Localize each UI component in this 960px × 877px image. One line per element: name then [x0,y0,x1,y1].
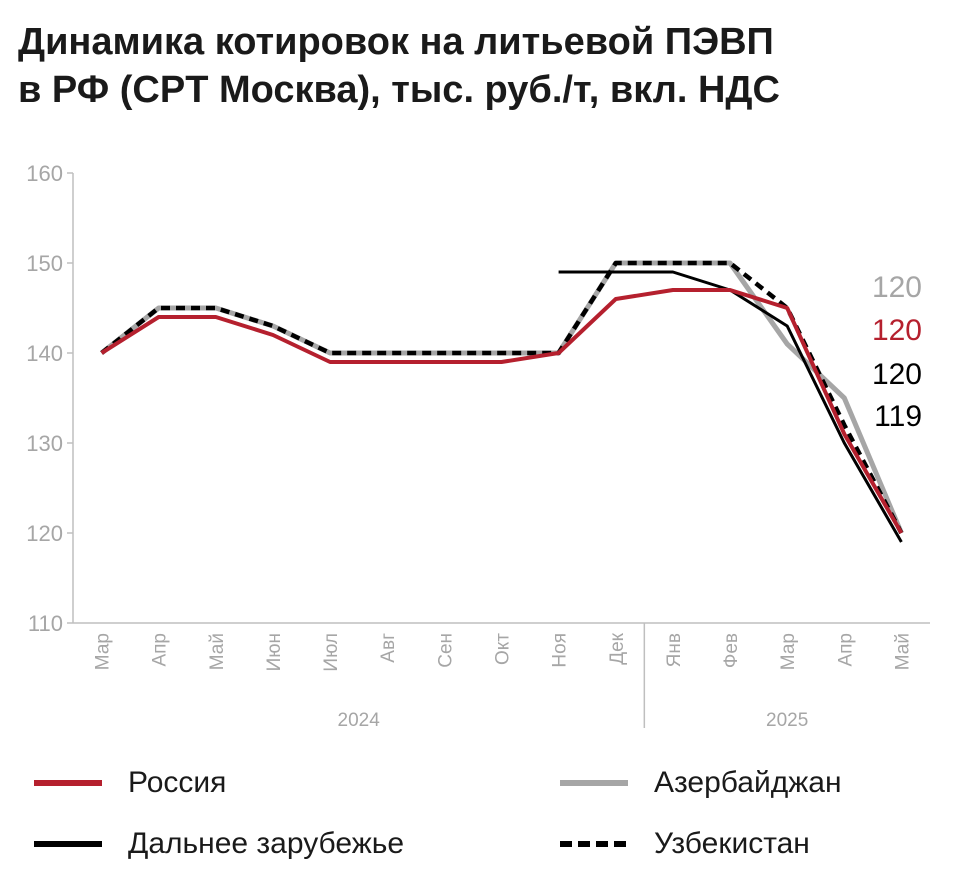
legend-swatch-russia [34,780,102,786]
x-tick-label: Мар [778,633,799,670]
y-tick-label: 150 [26,251,63,276]
chart-end-labels: 120 120 120 119 [872,271,922,433]
legend-item-far-abroad: Дальнее зарубежье [34,824,404,864]
y-tick-label: 160 [26,161,63,186]
chart-title-line-2: в РФ (CPT Москва), тыс. руб./т, вкл. НДС [18,69,780,111]
series-line-uzbekistan [100,260,904,535]
x-tick-label: Июн [264,633,285,671]
x-tick-label: Янв [664,633,685,667]
legend-swatch-uzbekistan [560,841,628,847]
x-tick-label: Дек [607,632,628,664]
x-tick-label: Ноя [550,633,571,668]
legend-swatch-far-abroad [34,841,102,847]
x-tick-label: Апр [150,633,171,667]
year-label-2025: 2025 [766,710,808,731]
x-tick-label: Окт [493,633,514,665]
x-tick-label: Май [207,633,228,670]
legend-label-azerbaijan: Азербайджан [654,766,842,799]
x-tick-label: Сен [435,633,456,668]
chart-title: Динамика котировок на литьевой ПЭВП в РФ… [18,18,948,114]
legend-item-azerbaijan: Азербайджан [560,763,842,803]
chart-series [100,260,904,543]
end-value-label: 120 [872,358,922,391]
x-tick-label: Май [892,633,913,670]
legend-label-russia: Россия [128,766,227,799]
x-tick-label: Апр [835,633,856,667]
end-value-label: 120 [872,271,922,304]
series-line-russia [100,288,904,534]
legend-label-far-abroad: Дальнее зарубежье [128,827,405,860]
x-tick-label: Мар [93,633,114,670]
chart-title-line-1: Динамика котировок на литьевой ПЭВП [18,21,774,63]
y-tick-label: 120 [26,521,63,546]
y-tick-label: 130 [26,431,63,456]
y-tick-label: 110 [28,611,63,636]
legend-item-uzbekistan: Узбекистан [560,824,810,864]
end-value-label: 119 [874,400,922,433]
x-tick-label: Июл [321,633,342,672]
year-label-2024: 2024 [338,710,381,731]
chart-axes: 110 120 130 140 150 160 Мар Апр Май Июн Июл Авг Сен О… [26,161,930,731]
x-tick-label: Фев [721,633,742,668]
end-value-label: 120 [872,314,922,347]
legend-swatch-azerbaijan [560,780,628,786]
y-tick-label: 140 [26,341,63,366]
legend-item-russia: Россия [34,763,226,803]
legend-label-uzbekistan: Узбекистан [654,827,810,860]
x-tick-label: Авг [378,633,399,663]
